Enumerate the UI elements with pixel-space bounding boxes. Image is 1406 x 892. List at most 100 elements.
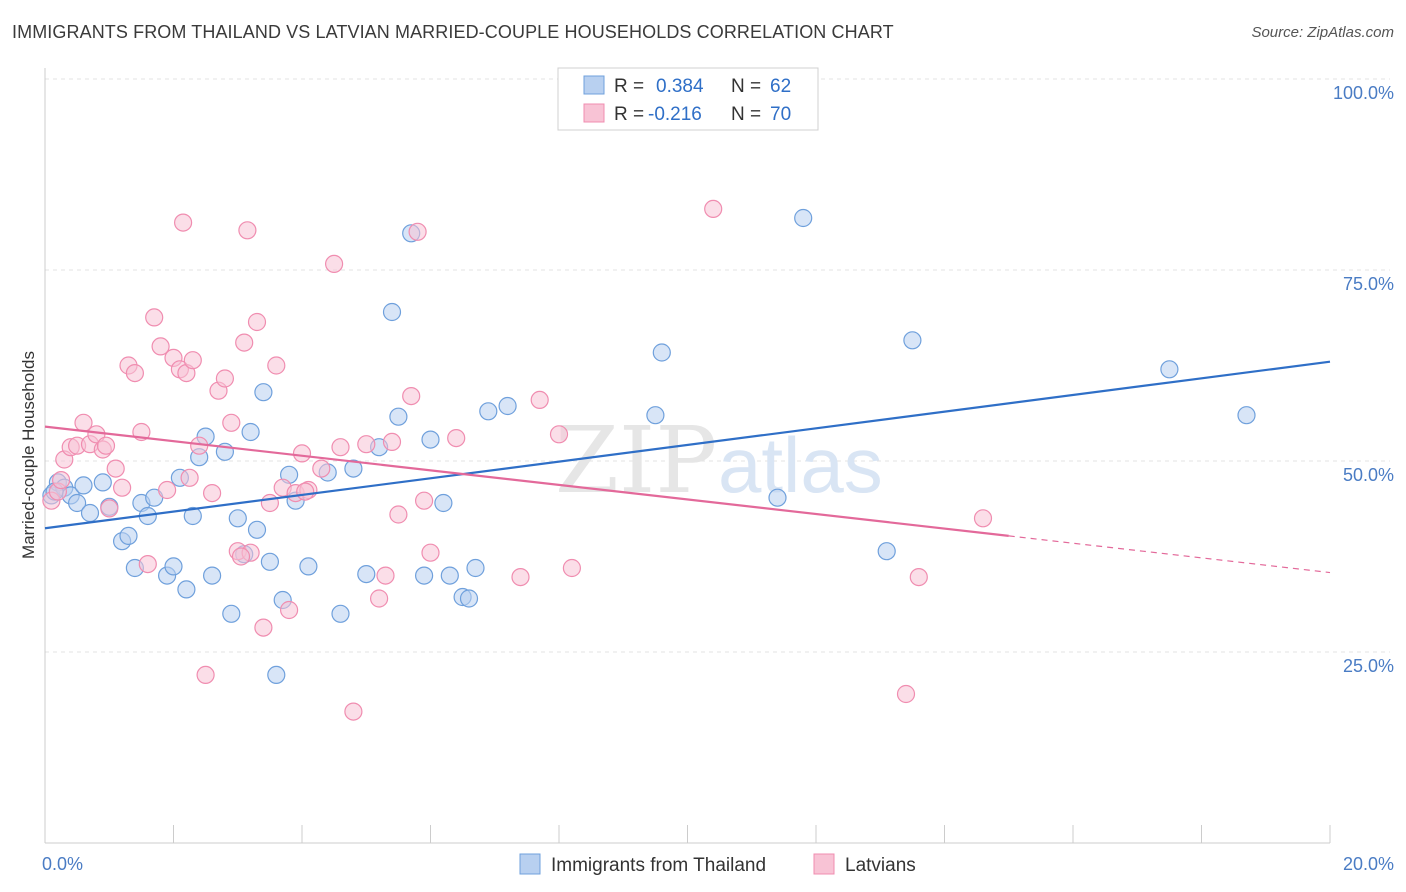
point-thailand-55	[794, 208, 813, 228]
point-latvians-23	[183, 351, 202, 370]
point-latvians-45	[331, 438, 350, 457]
point-latvians-31	[235, 333, 254, 352]
point-latvians-37	[267, 356, 286, 375]
point-latvians-10	[106, 459, 125, 478]
point-thailand-50	[479, 402, 498, 421]
point-latvians-67	[231, 547, 251, 566]
y-tick-label-75: 75.0%	[1343, 274, 1394, 294]
point-latvians-49	[376, 566, 395, 585]
point-latvians-65	[96, 436, 116, 455]
stats-swatch-thailand	[583, 75, 605, 95]
stats-r-value-thailand: 0.384	[656, 76, 704, 97]
y-tick-label-25: 25.0%	[1343, 656, 1394, 676]
point-thailand-37	[344, 459, 363, 478]
legend-swatch-thailand	[519, 853, 541, 875]
point-latvians-34	[247, 312, 267, 332]
point-thailand-44	[421, 430, 440, 449]
point-latvians-53	[415, 491, 434, 510]
stats-r-label-thailand: R =	[614, 76, 644, 97]
point-latvians-15	[138, 554, 157, 574]
point-thailand-51	[498, 396, 517, 416]
point-latvians-13	[125, 364, 144, 383]
point-latvians-59	[562, 558, 582, 578]
legend-label-latvians: Latvians	[845, 855, 916, 876]
stats-swatch-latvians	[583, 103, 605, 123]
point-latvians-51	[402, 387, 421, 406]
point-latvians-29	[222, 413, 241, 432]
point-latvians-64	[51, 471, 71, 490]
point-latvians-16	[145, 308, 164, 327]
point-latvians-9	[100, 499, 119, 518]
stats-n-value-thailand: 62	[770, 76, 791, 97]
point-thailand-7	[93, 473, 112, 492]
point-thailand-28	[254, 383, 273, 402]
watermark-atlas: atlas	[718, 421, 883, 509]
point-thailand-21	[203, 566, 222, 585]
series-latvians-points	[42, 199, 993, 721]
point-thailand-36	[331, 604, 350, 623]
point-latvians-50	[389, 505, 408, 524]
watermark: ZIP atlas	[555, 407, 883, 514]
point-thailand-52	[646, 406, 665, 425]
point-thailand-48	[459, 589, 479, 608]
point-thailand-53	[652, 343, 671, 362]
point-latvians-60	[704, 199, 723, 218]
source-credit: Source: ZipAtlas.com	[1251, 24, 1394, 41]
trend-line-latvians-extension	[1008, 535, 1331, 574]
watermark-zip: ZIP	[555, 407, 717, 514]
legend-swatch-latvians	[813, 853, 835, 875]
stats-n-value-latvians: 70	[770, 104, 791, 125]
point-latvians-43	[312, 459, 331, 478]
point-latvians-21	[174, 213, 193, 232]
point-thailand-30	[267, 665, 286, 685]
point-latvians-61	[896, 684, 916, 704]
point-latvians-44	[325, 254, 344, 273]
point-latvians-36	[260, 493, 279, 513]
trend-lines	[44, 360, 1331, 574]
series-legend: Immigrants from Thailand Latvians	[519, 853, 916, 876]
point-latvians-25	[196, 665, 215, 685]
point-thailand-15	[164, 557, 183, 576]
point-latvians-11	[112, 478, 132, 497]
point-thailand-10	[119, 526, 138, 546]
point-thailand-6	[80, 503, 100, 523]
point-latvians-35	[254, 618, 273, 637]
point-latvians-58	[549, 425, 569, 444]
point-latvians-28	[215, 369, 234, 388]
point-thailand-45	[434, 493, 453, 513]
point-latvians-57	[530, 390, 549, 409]
point-latvians-18	[158, 480, 177, 500]
y-tick-label-50: 50.0%	[1343, 465, 1394, 485]
point-thailand-40	[382, 302, 402, 322]
stats-n-label-thailand: N =	[731, 76, 761, 97]
point-latvians-17	[151, 337, 170, 356]
x-tick-label-0: 0.0%	[42, 854, 83, 874]
point-thailand-18	[183, 506, 202, 526]
point-thailand-59	[1237, 406, 1256, 425]
point-latvians-62	[909, 567, 928, 587]
stats-n-label-latvians: N =	[731, 104, 761, 125]
point-thailand-57	[903, 331, 922, 350]
point-thailand-27	[247, 520, 267, 539]
point-thailand-34	[299, 557, 318, 576]
point-latvians-32	[238, 221, 257, 240]
point-latvians-26	[203, 484, 222, 503]
point-latvians-56	[511, 567, 530, 587]
stats-legend: R = 0.384 N = 62 R = -0.216 N = 70	[557, 67, 819, 131]
point-latvians-55	[447, 429, 466, 448]
point-latvians-68	[296, 482, 315, 501]
point-latvians-39	[280, 600, 299, 620]
grid-lines	[45, 78, 1390, 653]
point-thailand-58	[1160, 360, 1179, 379]
point-latvians-46	[344, 702, 363, 721]
point-latvians-66	[180, 468, 199, 487]
point-thailand-46	[440, 566, 459, 585]
x-tick-labels: 0.0% 20.0%	[42, 854, 1394, 874]
stats-r-value-latvians: -0.216	[648, 104, 702, 125]
point-latvians-69	[382, 432, 402, 451]
point-latvians-63	[973, 509, 993, 528]
point-thailand-5	[74, 476, 93, 495]
point-thailand-54	[768, 488, 787, 507]
point-thailand-38	[357, 564, 376, 584]
